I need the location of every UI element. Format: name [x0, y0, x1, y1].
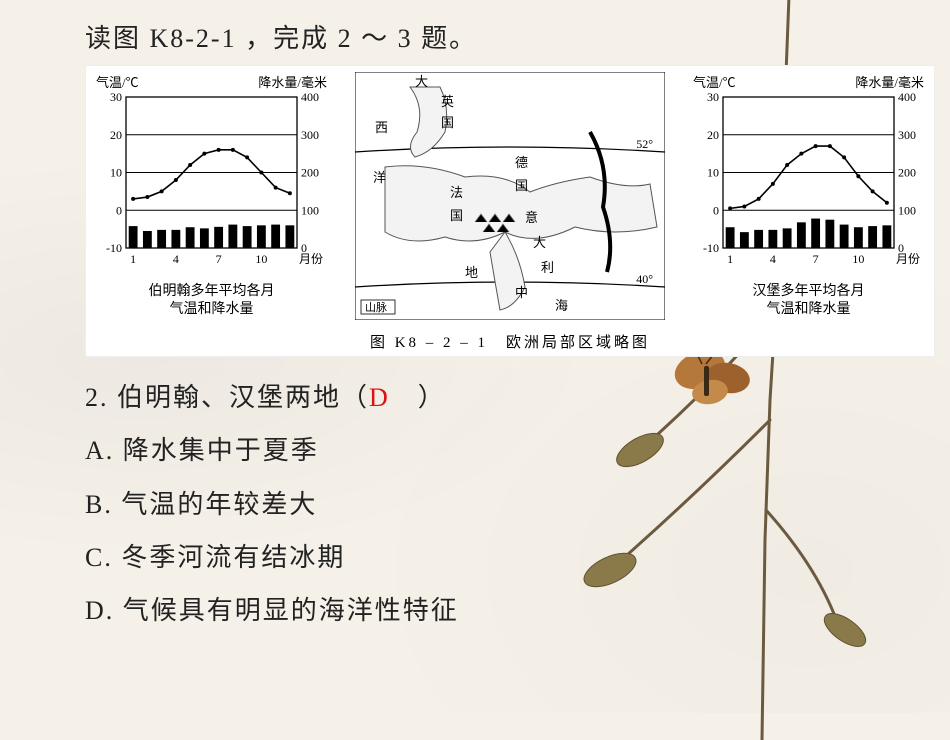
- q2-stem-b: ）: [390, 383, 446, 412]
- hamburg-svg: -100102030010020030040014710月份: [691, 91, 926, 276]
- temp-axis-label: 气温/℃: [96, 72, 139, 91]
- svg-text:20: 20: [110, 128, 122, 142]
- svg-text:月份: 月份: [896, 252, 920, 266]
- svg-text:200: 200: [898, 166, 916, 180]
- map-lbl: 大: [533, 235, 546, 250]
- svg-text:4: 4: [173, 252, 179, 266]
- svg-text:30: 30: [110, 91, 122, 104]
- temp-axis-label: 气温/℃: [693, 72, 736, 91]
- map-lbl: 地: [465, 265, 478, 280]
- svg-text:1: 1: [727, 252, 733, 266]
- option-d: D. 气候具有明显的海洋性特征: [85, 584, 880, 637]
- hamburg-caption-2: 气温和降水量: [691, 301, 926, 319]
- hamburg-caption-1: 汉堡多年平均各月: [691, 283, 926, 301]
- option-b: B. 气温的年较差大: [85, 478, 880, 531]
- option-c: C. 冬季河流有结冰期: [85, 531, 880, 584]
- svg-text:月份: 月份: [299, 252, 323, 266]
- svg-text:10: 10: [707, 166, 719, 180]
- map-legend: 山脉: [365, 300, 387, 314]
- svg-text:4: 4: [770, 252, 776, 266]
- map-lbl: 洋: [373, 170, 386, 185]
- svg-text:10: 10: [110, 166, 122, 180]
- intro-text: 读图 K8-2-1 ，完成 2 ～ 3 题。: [85, 18, 880, 55]
- svg-text:10: 10: [852, 252, 864, 266]
- lat-40: 40°: [636, 272, 653, 286]
- map-lbl: 利: [541, 260, 554, 275]
- precip-axis-label: 降水量/毫米: [855, 72, 924, 91]
- precip-axis-label: 降水量/毫米: [258, 72, 327, 91]
- svg-text:10: 10: [255, 252, 267, 266]
- svg-text:100: 100: [898, 203, 916, 217]
- svg-text:7: 7: [813, 252, 819, 266]
- q2-stem-a: 2. 伯明翰、汉堡两地（: [85, 383, 369, 412]
- svg-text:300: 300: [898, 128, 916, 142]
- svg-text:20: 20: [707, 128, 719, 142]
- q2-answer: D: [369, 383, 390, 412]
- svg-text:400: 400: [898, 91, 916, 104]
- birmingham-caption-2: 气温和降水量: [94, 301, 329, 319]
- map-lbl: 国: [450, 208, 463, 223]
- svg-text:0: 0: [713, 203, 719, 217]
- option-a: A. 降水集中于夏季: [85, 424, 880, 477]
- svg-text:0: 0: [116, 203, 122, 217]
- svg-text:300: 300: [301, 128, 319, 142]
- birmingham-chart: 气温/℃ 降水量/毫米 -100102030010020030040014710…: [94, 72, 329, 319]
- europe-map: 52° 40°: [355, 72, 665, 325]
- birmingham-caption-1: 伯明翰多年平均各月: [94, 283, 329, 301]
- birmingham-svg: -100102030010020030040014710月份: [94, 91, 329, 276]
- lat-52: 52°: [636, 137, 653, 151]
- map-lbl: 意: [525, 210, 538, 225]
- svg-text:-10: -10: [106, 241, 122, 255]
- map-lbl: 海: [555, 298, 568, 313]
- svg-text:7: 7: [216, 252, 222, 266]
- svg-text:200: 200: [301, 166, 319, 180]
- map-lbl: 西: [375, 120, 388, 135]
- svg-text:1: 1: [130, 252, 136, 266]
- svg-text:100: 100: [301, 203, 319, 217]
- svg-text:30: 30: [707, 91, 719, 104]
- figure-container: 气温/℃ 降水量/毫米 -100102030010020030040014710…: [85, 65, 935, 357]
- map-lbl: 法: [450, 185, 463, 200]
- svg-text:-10: -10: [703, 241, 719, 255]
- map-lbl: 英: [441, 94, 454, 109]
- map-lbl: 大: [415, 74, 428, 89]
- q2-stem: 2. 伯明翰、汉堡两地（D ）: [85, 371, 880, 424]
- map-lbl: 德: [515, 155, 528, 170]
- map-lbl: 国: [441, 115, 454, 130]
- map-lbl: 国: [515, 178, 528, 193]
- map-svg: 52° 40°: [355, 72, 665, 320]
- figure-caption: 图 K8 – 2 – 1 欧洲局部区域略图: [94, 325, 926, 354]
- svg-text:400: 400: [301, 91, 319, 104]
- hamburg-chart: 气温/℃ 降水量/毫米 -100102030010020030040014710…: [691, 72, 926, 319]
- map-lbl: 中: [515, 285, 528, 300]
